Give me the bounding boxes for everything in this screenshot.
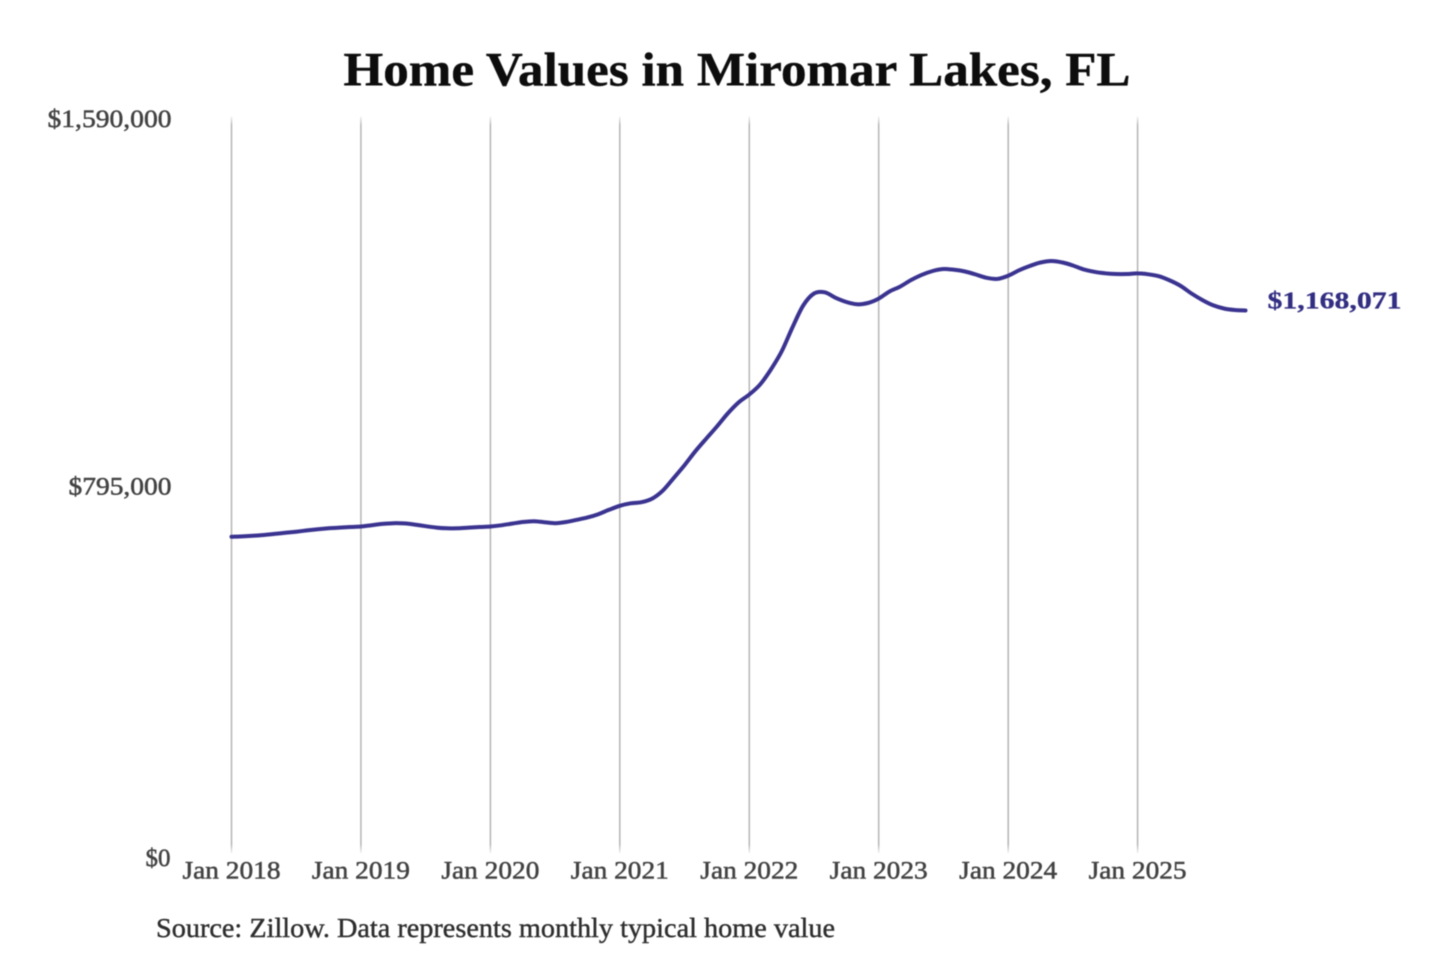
- svg-text:Jan 2022: Jan 2022: [700, 858, 798, 885]
- svg-text:Jan 2019: Jan 2019: [312, 858, 410, 885]
- svg-text:Jan 2020: Jan 2020: [441, 858, 539, 885]
- svg-text:$795,000: $795,000: [69, 474, 172, 501]
- svg-text:Home Values in Miromar Lakes,: Home Values in Miromar Lakes, FL: [344, 44, 1131, 97]
- svg-text:Jan 2021: Jan 2021: [571, 858, 669, 885]
- svg-text:Jan 2023: Jan 2023: [830, 858, 928, 885]
- svg-text:Jan 2025: Jan 2025: [1089, 858, 1187, 885]
- svg-text:$1,168,071: $1,168,071: [1268, 289, 1402, 315]
- svg-text:$1,590,000: $1,590,000: [48, 106, 172, 133]
- svg-text:$0: $0: [146, 845, 171, 872]
- svg-text:Source: Zillow. Data represent: Source: Zillow. Data represents monthly …: [156, 913, 835, 943]
- svg-text:Jan 2024: Jan 2024: [959, 858, 1058, 885]
- svg-text:Jan 2018: Jan 2018: [183, 858, 281, 885]
